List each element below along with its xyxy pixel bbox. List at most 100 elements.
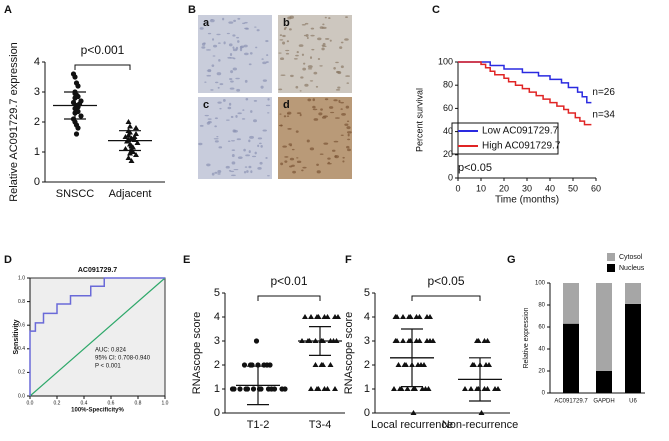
y-tick-label: 40 xyxy=(538,347,545,353)
cell xyxy=(282,145,287,148)
cell xyxy=(336,71,341,74)
data-point xyxy=(478,410,485,415)
data-point xyxy=(421,362,427,367)
data-point xyxy=(484,386,491,391)
cell xyxy=(211,172,215,176)
error-bar xyxy=(64,91,86,120)
cell xyxy=(301,53,305,56)
cell xyxy=(313,118,319,121)
data-point xyxy=(127,150,133,156)
cell xyxy=(347,133,350,137)
cell xyxy=(249,135,254,139)
cell xyxy=(280,162,284,166)
cell xyxy=(217,86,220,89)
cell xyxy=(244,21,248,24)
image-label: a xyxy=(203,17,210,29)
cell xyxy=(249,52,253,55)
cell xyxy=(289,144,293,147)
cell xyxy=(327,161,331,164)
cell xyxy=(243,171,247,174)
cell xyxy=(253,119,258,123)
cell xyxy=(327,157,331,160)
data-point xyxy=(127,123,133,129)
cell xyxy=(287,16,292,20)
cell xyxy=(223,41,226,45)
cell xyxy=(204,81,207,83)
y-axis-label: RNAscope score xyxy=(191,312,203,395)
data-point xyxy=(486,362,492,367)
x-tick-label: 1.0 xyxy=(162,400,169,406)
cell xyxy=(257,166,262,170)
cell xyxy=(342,156,345,159)
cell xyxy=(334,117,340,119)
y-tick-label: 2 xyxy=(364,359,370,371)
error-bar xyxy=(309,326,331,356)
cell xyxy=(253,100,258,102)
cell xyxy=(337,86,341,89)
cell xyxy=(291,148,295,151)
cell xyxy=(295,54,299,57)
data-point xyxy=(474,338,480,343)
panel-label: B xyxy=(188,4,196,16)
cell xyxy=(265,157,268,159)
cell xyxy=(231,149,236,151)
cell xyxy=(260,85,264,89)
cell xyxy=(227,106,232,110)
cell xyxy=(206,74,212,77)
data-point xyxy=(134,140,141,145)
y-tick-label: 60 xyxy=(443,103,453,113)
data-point xyxy=(78,113,84,119)
data-point xyxy=(397,386,403,391)
x-tick-label: 40 xyxy=(545,183,555,193)
cell xyxy=(214,125,217,128)
cell xyxy=(304,83,309,87)
cell xyxy=(321,26,327,29)
data-point xyxy=(125,155,132,160)
cell xyxy=(307,68,313,70)
data-point xyxy=(122,134,129,139)
cell xyxy=(229,57,235,59)
cell xyxy=(257,137,263,140)
cell xyxy=(328,106,334,109)
cell xyxy=(228,43,233,47)
cell xyxy=(218,59,221,62)
cell xyxy=(295,85,299,89)
data-point xyxy=(495,386,501,391)
cell xyxy=(219,107,222,110)
y-tick-label: 100 xyxy=(535,281,546,287)
data-point xyxy=(484,338,491,343)
cell xyxy=(267,98,270,101)
data-point xyxy=(243,386,249,392)
x-tick-label: 20 xyxy=(499,183,509,193)
micrograph xyxy=(198,15,272,93)
cell xyxy=(305,33,309,37)
data-point xyxy=(314,386,320,391)
cell xyxy=(303,34,307,37)
cell xyxy=(232,67,238,71)
y-tick-label: 5 xyxy=(214,287,220,299)
cell xyxy=(214,140,219,143)
y-tick-label: 1 xyxy=(364,383,370,395)
cell xyxy=(230,140,236,142)
cell xyxy=(306,36,309,40)
cell xyxy=(232,48,238,52)
cell xyxy=(256,29,260,32)
data-point xyxy=(400,314,406,319)
data-point xyxy=(282,386,288,392)
cell xyxy=(330,111,335,114)
data-point xyxy=(258,386,264,392)
cell xyxy=(333,140,339,143)
cell xyxy=(243,44,248,48)
y-tick-label: 0.0 xyxy=(18,393,25,399)
cell xyxy=(230,170,235,173)
data-point xyxy=(395,362,402,367)
cell xyxy=(313,71,318,75)
cell xyxy=(301,169,304,172)
cell xyxy=(213,138,219,140)
cell xyxy=(212,55,216,57)
cell xyxy=(225,119,230,121)
cell xyxy=(217,169,222,174)
cell xyxy=(304,22,309,25)
data-point xyxy=(335,314,341,319)
cell xyxy=(245,98,249,101)
